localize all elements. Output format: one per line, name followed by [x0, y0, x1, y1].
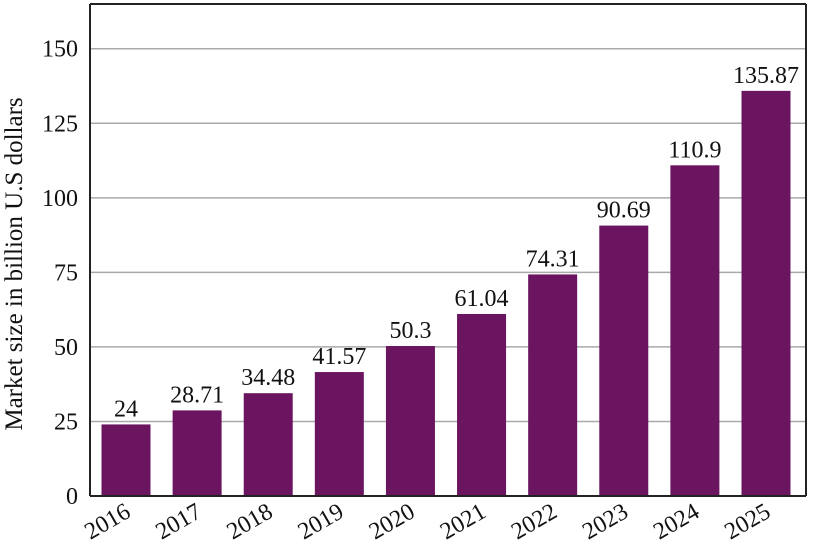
y-tick-label-75: 75 — [54, 260, 78, 286]
data-label-2018: 34.48 — [241, 365, 295, 391]
bar-2023 — [599, 225, 649, 496]
y-axis-title: Market size in billion U.S dollars — [1, 97, 28, 430]
axes — [89, 3, 807, 497]
bar-2021 — [457, 313, 507, 496]
data-label-2024: 110.9 — [668, 137, 721, 163]
x-tick-label-2023: 2023 — [578, 499, 633, 546]
y-tick-labels: 0 25 50 75 100 125 150 — [42, 37, 78, 510]
bar-2019 — [314, 372, 364, 496]
y-tick-label-0: 0 — [66, 484, 78, 510]
x-tick-label-2017: 2017 — [152, 499, 207, 546]
bar-2016 — [101, 424, 151, 496]
data-label-2016: 24 — [114, 396, 138, 422]
y-tick-label-25: 25 — [54, 409, 78, 435]
bar-2018 — [243, 393, 293, 496]
data-label-2022: 74.31 — [526, 246, 580, 272]
data-label-2017: 28.71 — [170, 382, 224, 408]
x-tick-label-2021: 2021 — [436, 499, 491, 546]
y-tick-label-125: 125 — [42, 111, 78, 137]
bar-2017 — [172, 410, 222, 496]
data-label-2023: 90.69 — [597, 198, 651, 224]
data-labels: 24 28.71 34.48 41.57 50.3 61.04 74.31 90.69 110.… — [114, 63, 799, 423]
x-tick-labels: 2016 2017 2018 2019 2020 2021 2022 2023 2024 2025 — [80, 499, 775, 546]
x-tick-label-2022: 2022 — [507, 499, 562, 546]
data-label-2020: 50.3 — [389, 318, 431, 344]
x-tick-label-2018: 2018 — [223, 499, 278, 546]
data-label-2021: 61.04 — [455, 286, 509, 312]
x-tick-label-2024: 2024 — [649, 499, 704, 546]
y-tick-label-100: 100 — [42, 186, 78, 212]
bar-2020 — [385, 346, 435, 496]
data-label-2025: 135.87 — [733, 63, 799, 89]
bars — [101, 90, 791, 497]
x-tick-label-2016: 2016 — [80, 499, 135, 546]
x-tick-label-2025: 2025 — [720, 499, 775, 546]
data-label-2019: 41.57 — [312, 344, 366, 370]
x-tick-label-2020: 2020 — [365, 499, 420, 546]
y-tick-label-150: 150 — [42, 37, 78, 63]
bar-2024 — [670, 165, 720, 497]
y-tick-label-50: 50 — [54, 335, 78, 361]
bar-2022 — [528, 274, 578, 496]
x-tick-label-2019: 2019 — [294, 499, 349, 546]
bar-2025 — [741, 90, 791, 497]
